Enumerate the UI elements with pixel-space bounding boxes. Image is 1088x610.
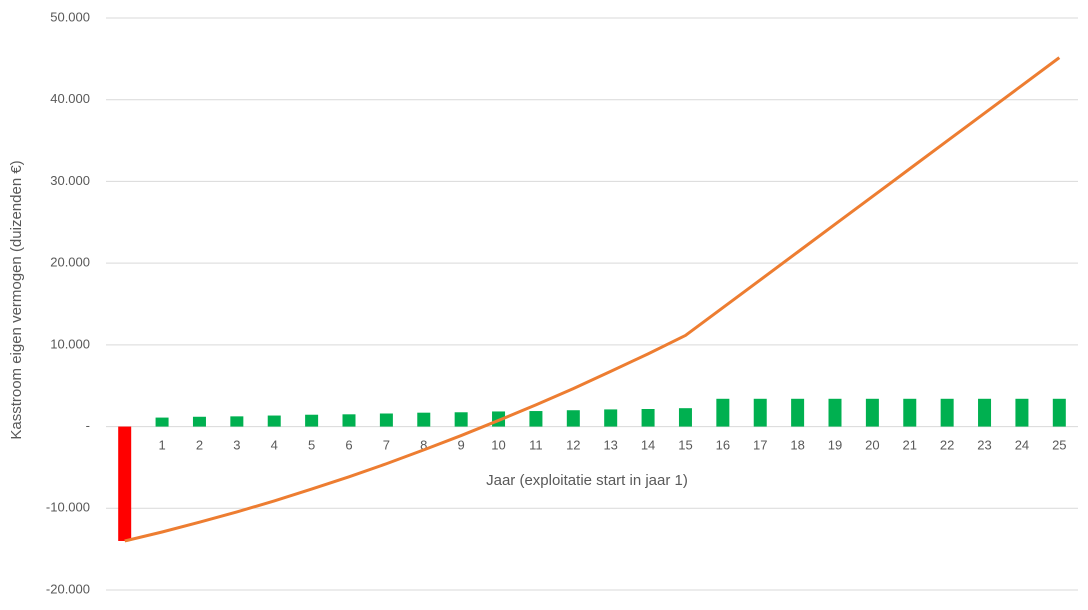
bar (529, 411, 543, 427)
y-tick-label: 50.000 (50, 9, 90, 24)
y-tick-label: 10.000 (50, 336, 90, 351)
bar (978, 398, 992, 427)
x-tick-label: 1 (158, 437, 165, 452)
y-tick-label: 40.000 (50, 91, 90, 106)
bar (155, 417, 169, 427)
bar (305, 414, 319, 427)
x-tick-label: 23 (977, 437, 991, 452)
bar (678, 408, 692, 427)
y-tick-label: -10.000 (46, 500, 90, 515)
x-tick-label: 15 (678, 437, 692, 452)
x-tick-label: 11 (529, 437, 543, 452)
x-tick-label: 2 (196, 437, 203, 452)
bar (192, 416, 206, 427)
bar (379, 413, 393, 427)
line (124, 56, 1061, 543)
bar (791, 398, 805, 427)
bar (417, 412, 431, 427)
y-axis-label: Kasstroom eigen vermogen (duizenden €) (8, 160, 25, 439)
bar (604, 409, 618, 427)
x-tick-label: 24 (1015, 437, 1029, 452)
y-tick-label: 30.000 (50, 173, 90, 188)
x-tick-label: 18 (790, 437, 804, 452)
x-tick-label: 5 (308, 437, 315, 452)
x-tick-label: 3 (233, 437, 240, 452)
x-tick-label: 20 (865, 437, 879, 452)
bar (903, 398, 917, 427)
bar (940, 398, 954, 427)
bar (828, 398, 842, 427)
bar (230, 416, 244, 427)
bar (118, 426, 132, 541)
x-tick-label: 16 (716, 437, 730, 452)
x-tick-label: 9 (458, 437, 465, 452)
bar (753, 398, 767, 427)
x-tick-label: 7 (383, 437, 390, 452)
x-tick-label: 21 (903, 437, 917, 452)
x-tick-label: 19 (828, 437, 842, 452)
x-tick-label: 17 (753, 437, 767, 452)
y-tick-label: -20.000 (46, 581, 90, 596)
x-tick-label: 10 (491, 437, 505, 452)
x-tick-label: 13 (603, 437, 617, 452)
y-tick-label: - (86, 418, 90, 433)
x-tick-label: 22 (940, 437, 954, 452)
x-tick-label: 12 (566, 437, 580, 452)
x-tick-label: 14 (641, 437, 655, 452)
x-tick-label: 8 (420, 437, 427, 452)
bar (865, 398, 879, 427)
x-tick-label: 25 (1052, 437, 1066, 452)
bar (342, 414, 356, 427)
x-tick-label: 4 (271, 437, 278, 452)
y-tick-label: 20.000 (50, 255, 90, 270)
bar (454, 412, 468, 427)
bar (641, 409, 655, 427)
bar (716, 398, 730, 427)
bar (267, 415, 281, 427)
x-tick-label: 6 (345, 437, 352, 452)
bar (566, 410, 580, 427)
x-axis-label: Jaar (exploitatie start in jaar 1) (486, 472, 688, 489)
bar (1052, 398, 1066, 427)
bar (1015, 398, 1029, 427)
